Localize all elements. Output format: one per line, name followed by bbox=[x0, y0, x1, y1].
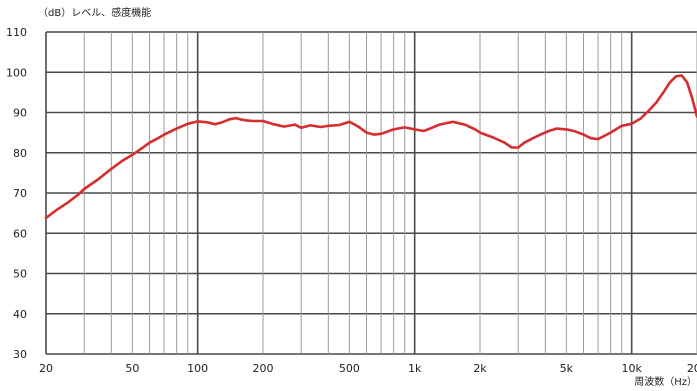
y-tick-labels: 110 100 90 80 70 60 50 40 30 bbox=[6, 26, 27, 361]
y-tick-label: 60 bbox=[13, 227, 27, 240]
x-tick-label: 5k bbox=[560, 362, 574, 375]
grid-lines bbox=[45, 31, 697, 355]
y-tick-label: 50 bbox=[13, 268, 27, 281]
y-tick-label: 100 bbox=[6, 66, 27, 79]
x-tick-label: 100 bbox=[187, 362, 208, 375]
x-tick-label: 1k bbox=[408, 362, 422, 375]
x-axis-label: 周波数（Hz） bbox=[634, 375, 697, 388]
y-axis-label: （dB）レベル、感度機能 bbox=[38, 6, 151, 19]
y-tick-label: 90 bbox=[13, 107, 27, 120]
y-tick-label: 110 bbox=[6, 26, 27, 39]
y-tick-label: 80 bbox=[13, 147, 27, 160]
series-layer bbox=[44, 74, 697, 220]
y-tick-label: 70 bbox=[13, 187, 27, 200]
x-tick-label: 200 bbox=[253, 362, 274, 375]
x-tick-label: 20 bbox=[39, 362, 53, 375]
x-tick-label: 500 bbox=[339, 362, 360, 375]
y-tick-label: 40 bbox=[13, 308, 27, 321]
x-tick-label: 20k bbox=[687, 362, 697, 375]
series-line bbox=[44, 74, 697, 220]
x-tick-label: 2k bbox=[473, 362, 487, 375]
x-tick-labels: 20 50 100 200 500 1k 2k 5k 10k 20k bbox=[39, 362, 697, 375]
y-tick-label: 30 bbox=[13, 348, 27, 361]
x-tick-label: 10k bbox=[621, 362, 642, 375]
x-tick-label: 50 bbox=[125, 362, 139, 375]
